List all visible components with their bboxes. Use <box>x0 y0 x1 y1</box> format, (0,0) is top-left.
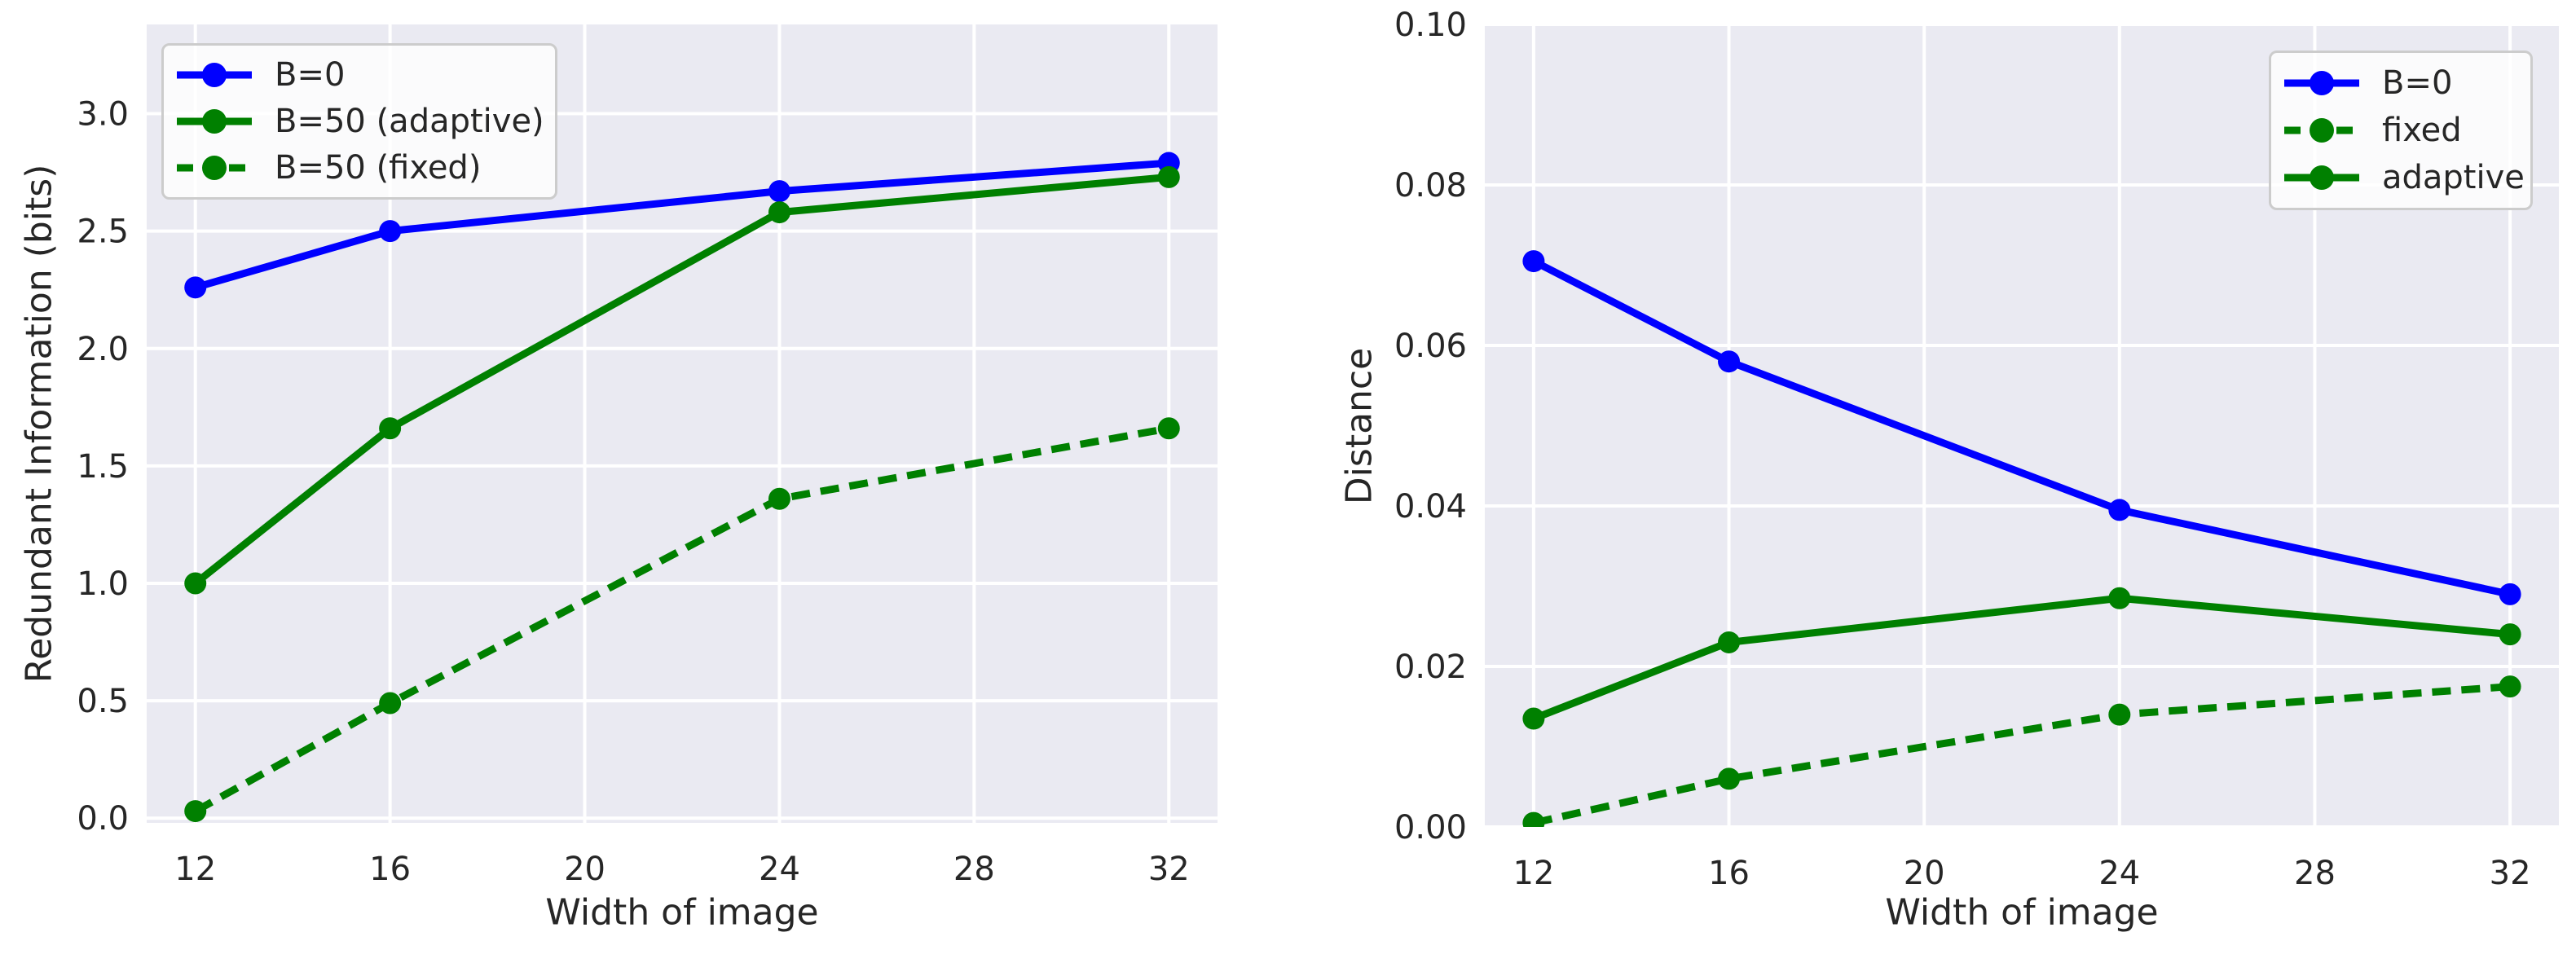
legend-marker <box>2310 118 2334 143</box>
legend-solid-line-marker-icon <box>2284 71 2359 95</box>
legend-dashed-line-marker-icon <box>177 155 252 180</box>
data-point <box>184 800 207 823</box>
series-line-0 <box>194 159 1169 292</box>
y-tick-label: 1.0 <box>77 565 129 603</box>
legend-marker <box>202 108 227 134</box>
legend-dashed-line-marker-icon <box>2284 118 2359 143</box>
x-tick-label: 24 <box>759 851 800 888</box>
x-tick-label: 12 <box>1513 855 1554 892</box>
right-legend: B=0 fixed adaptive <box>2269 51 2533 210</box>
legend-entry-label: adaptive <box>2382 159 2525 196</box>
x-tick-label: 28 <box>953 851 995 888</box>
data-point <box>379 692 402 715</box>
data-point <box>2499 675 2521 698</box>
legend-marker <box>2310 71 2334 95</box>
series-0 <box>1522 250 2521 605</box>
data-point <box>2108 703 2131 726</box>
x-tick-label: 16 <box>1708 855 1750 892</box>
series-1 <box>1522 675 2521 827</box>
y-tick-label: 1.5 <box>77 448 129 486</box>
x-tick-label: 16 <box>369 851 411 888</box>
data-point <box>2108 587 2131 609</box>
legend-entry: B=50 (adaptive) <box>175 103 544 140</box>
legend-entry: fixed <box>2283 112 2519 149</box>
series-line-1 <box>192 173 1169 587</box>
x-tick-label: 24 <box>2098 855 2140 892</box>
y-tick-label: 0.0 <box>77 800 129 838</box>
series-line-1 <box>1532 683 2511 827</box>
left-x-axis-label: Width of image <box>545 891 819 934</box>
data-point <box>768 487 790 510</box>
series-2 <box>184 417 1180 823</box>
y-tick-label: 2.0 <box>77 331 129 368</box>
y-tick-label: 3.0 <box>77 96 129 134</box>
y-tick-label: 2.5 <box>77 213 129 251</box>
legend-entry: B=0 <box>2283 64 2519 102</box>
series-line-2 <box>193 424 1170 815</box>
data-point <box>2499 623 2521 646</box>
series-1 <box>184 165 1180 595</box>
legend-entry-label: B=0 <box>2382 64 2453 102</box>
y-tick-label: 0.10 <box>1394 7 1467 44</box>
data-point <box>768 201 790 224</box>
y-tick-label: 0.5 <box>77 683 129 720</box>
y-tick-label: 0.02 <box>1394 649 1467 686</box>
series-2 <box>1522 587 2521 730</box>
series-line-2 <box>1532 594 2511 723</box>
series-line-0 <box>1531 257 2512 598</box>
legend-entry-label: fixed <box>2382 112 2462 149</box>
x-tick-label: 32 <box>1148 851 1190 888</box>
right-y-axis-label: Distance <box>1338 347 1380 505</box>
legend-marker <box>2310 165 2334 190</box>
data-point <box>1522 250 1545 273</box>
data-point <box>2499 583 2521 605</box>
x-tick-label: 20 <box>1904 855 1945 892</box>
data-point <box>379 417 402 440</box>
x-tick-label: 12 <box>174 851 216 888</box>
right-x-axis-label: Width of image <box>1885 891 2159 934</box>
legend-marker <box>202 155 227 180</box>
legend-entry: adaptive <box>2283 159 2525 196</box>
data-point <box>1718 631 1741 653</box>
x-tick-label: 20 <box>564 851 605 888</box>
legend-entry: B=50 (fixed) <box>175 149 544 187</box>
data-point <box>1522 707 1545 730</box>
legend-entry: B=0 <box>175 56 544 94</box>
y-tick-label: 0.04 <box>1394 488 1467 525</box>
data-point <box>1157 165 1180 188</box>
x-tick-label: 32 <box>2490 855 2531 892</box>
data-point <box>1157 417 1180 440</box>
data-point <box>1718 350 1741 373</box>
data-point <box>1522 811 1545 827</box>
data-point <box>379 220 402 243</box>
data-point <box>184 276 207 299</box>
data-point <box>2108 499 2131 521</box>
left-y-axis-label: Redundant Information (bits) <box>18 164 60 684</box>
y-tick-label: 0.00 <box>1394 809 1467 846</box>
data-point <box>1718 767 1741 790</box>
legend-entry-label: B=0 <box>275 56 346 95</box>
legend-solid-line-marker-icon <box>2284 165 2359 190</box>
y-tick-label: 0.08 <box>1394 167 1467 204</box>
data-point <box>768 180 790 203</box>
legend-entry-label: B=50 (adaptive) <box>275 102 544 140</box>
y-tick-label: 0.06 <box>1394 328 1467 365</box>
left-legend: B=0 B=50 (adaptive) B=50 (fixed) <box>161 43 557 200</box>
legend-solid-line-marker-icon <box>177 108 252 134</box>
legend-entry-label: B=50 (fixed) <box>275 148 482 187</box>
data-point <box>184 572 207 595</box>
legend-solid-line-marker-icon <box>177 63 252 88</box>
legend-marker <box>202 63 227 88</box>
x-tick-label: 28 <box>2294 855 2336 892</box>
